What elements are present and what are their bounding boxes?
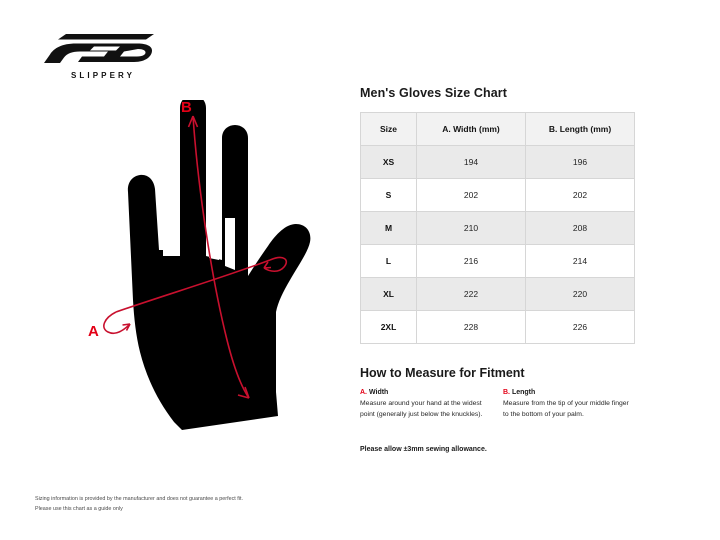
table-row: L 216 214 — [360, 244, 635, 278]
cell-size: M — [360, 211, 417, 245]
length-line-b — [192, 115, 250, 399]
table-header-row: Size A. Width (mm) B. Length (mm) — [360, 112, 635, 146]
disclaimer: Sizing information is provided by the ma… — [35, 495, 365, 514]
column-header-size: Size — [360, 112, 417, 146]
width-marker: A. — [360, 389, 367, 396]
table-row: XL 222 220 — [360, 277, 635, 311]
how-to-width-column: A. Width Measure around your hand at the… — [360, 389, 493, 420]
width-arc-left — [103, 311, 131, 335]
how-to-width-text: Measure around your hand at the widest p… — [360, 400, 483, 418]
how-to-width-heading: A. Width — [360, 389, 493, 396]
cell-size: XL — [360, 277, 417, 311]
cell-width: 222 — [416, 277, 526, 311]
table-row: M 210 208 — [360, 211, 635, 245]
cell-width: 216 — [416, 244, 526, 278]
how-to-length-column: B. Length Measure from the tip of your m… — [503, 389, 636, 420]
how-to-measure-section: How to Measure for Fitment A. Width Meas… — [360, 366, 636, 453]
cell-width: 202 — [416, 178, 526, 212]
width-line-a — [115, 259, 271, 313]
disclaimer-line-2: Please use this chart as a guide only — [35, 505, 123, 512]
cell-size: XS — [360, 145, 417, 179]
column-header-width: A. Width (mm) — [416, 112, 526, 146]
cell-length: 202 — [525, 178, 635, 212]
glove-diagram: B A — [62, 100, 352, 440]
width-arc-right — [263, 256, 288, 273]
table-row: XS 194 196 — [360, 145, 635, 179]
table-row: 2XL 228 226 — [360, 310, 635, 344]
slippery-s-logo-icon — [44, 34, 154, 63]
size-chart-panel: Men's Gloves Size Chart Size A. Width (m… — [360, 86, 636, 453]
length-label: Length — [511, 389, 536, 396]
diagram-label-b: B — [181, 100, 192, 116]
cell-length: 214 — [525, 244, 635, 278]
glove-shape — [127, 100, 311, 430]
glove-silhouette-svg: B A — [88, 100, 311, 430]
cell-width: 228 — [416, 310, 526, 344]
size-chart-table: Size A. Width (mm) B. Length (mm) XS 194… — [360, 112, 635, 344]
cell-size: S — [360, 178, 417, 212]
gap-middle-ring — [209, 190, 219, 260]
how-to-length-heading: B. Length — [503, 389, 636, 396]
cell-length: 226 — [525, 310, 635, 344]
disclaimer-line-1: Sizing information is provided by the ma… — [35, 496, 243, 503]
gap-ring-pinky — [225, 218, 235, 270]
brand-wordmark: SLIPPERY — [70, 71, 136, 80]
width-arrow-right — [263, 261, 272, 269]
cell-width: 194 — [416, 145, 526, 179]
brand-logo: SLIPPERY — [42, 28, 162, 80]
column-header-length: B. Length (mm) — [525, 112, 635, 146]
length-marker: B. — [503, 389, 510, 396]
cell-size: 2XL — [360, 310, 417, 344]
gap-index-middle — [166, 196, 177, 256]
width-arrow-left — [122, 323, 131, 331]
cell-width: 210 — [416, 211, 526, 245]
table-row: S 202 202 — [360, 178, 635, 212]
cell-length: 220 — [525, 277, 635, 311]
page-title: Men's Gloves Size Chart — [360, 86, 507, 100]
length-arrow-top — [187, 115, 199, 128]
cell-size: L — [360, 244, 417, 278]
length-arrow-bottom — [237, 386, 250, 399]
cell-length: 196 — [525, 145, 635, 179]
how-to-length-text: Measure from the tip of your middle fing… — [503, 400, 629, 418]
width-label: Width — [368, 389, 389, 396]
sewing-allowance-note: Please allow ±3mm sewing allowance. — [360, 446, 487, 454]
diagram-label-a: A — [88, 323, 99, 340]
how-to-measure-title: How to Measure for Fitment — [360, 366, 525, 380]
measurement-lines — [103, 115, 288, 399]
cell-length: 208 — [525, 211, 635, 245]
